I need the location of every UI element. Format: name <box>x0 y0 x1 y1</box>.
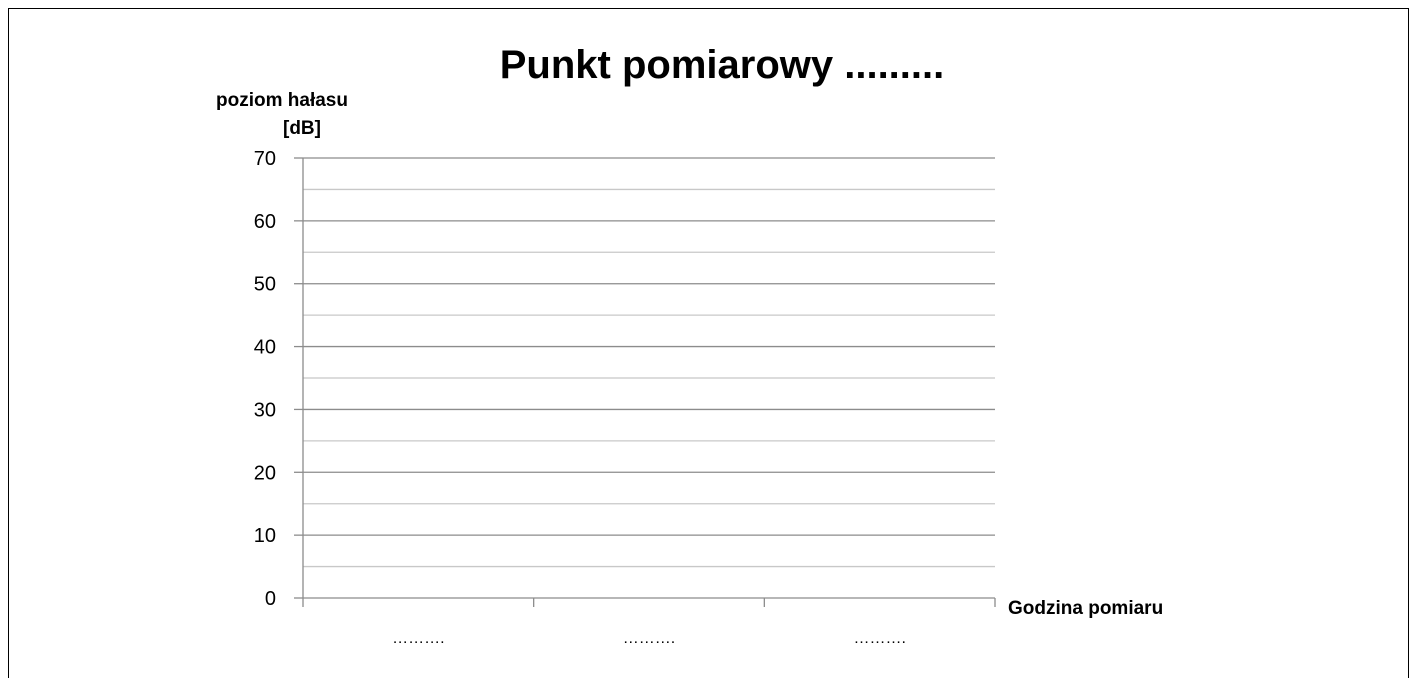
chart-title: Punkt pomiarowy ......... <box>500 43 945 87</box>
y-tick-label: 30 <box>254 399 276 421</box>
y-tick-label: 50 <box>254 274 276 296</box>
y-axis-title-line2: [dB] <box>283 118 321 139</box>
grid-lines <box>303 157 995 568</box>
y-tick-label: 40 <box>254 337 276 359</box>
y-tick-label: 20 <box>254 462 276 484</box>
axes <box>294 157 996 607</box>
x-category-label: ………. <box>623 630 675 647</box>
y-tick-label: 70 <box>254 148 276 170</box>
y-tick-label: 0 <box>265 588 276 610</box>
x-category-label: ………. <box>392 630 444 647</box>
x-axis-title: Godzina pomiaru <box>1008 598 1163 619</box>
x-category-label: ………. <box>853 630 905 647</box>
x-category-labels: ………. ………. ………. <box>392 630 906 647</box>
chart-frame <box>8 8 1409 678</box>
y-tick-label: 10 <box>254 525 276 547</box>
y-axis-title-line1: poziom hałasu <box>216 90 348 111</box>
y-tick-labels: 0 10 20 30 40 50 60 70 <box>254 148 276 610</box>
y-tick-label: 60 <box>254 211 276 233</box>
